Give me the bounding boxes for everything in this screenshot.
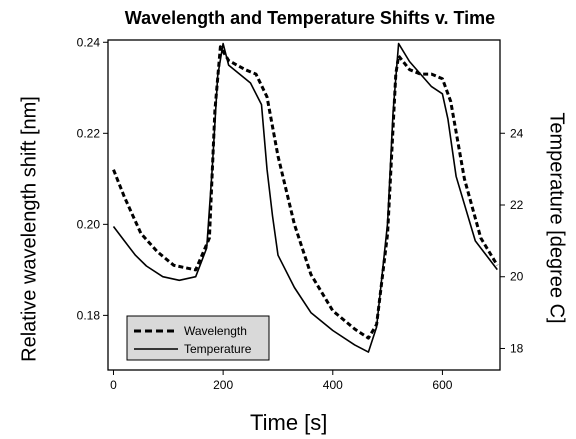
y2-tick-label: 18 (510, 341, 524, 355)
x-tick-label: 400 (323, 378, 343, 392)
x-axis-label: Time [s] (250, 410, 328, 435)
x-tick-label: 200 (213, 378, 233, 392)
series-line-wavelength (112, 45, 499, 340)
x-tick-label: 0 (110, 378, 117, 392)
y-tick-label: 0.22 (77, 126, 101, 140)
chart-title: Wavelength and Temperature Shifts v. Tim… (124, 8, 496, 28)
y2-axis-ticks: 18 20 22 24 (500, 126, 524, 355)
y2-tick-label: 22 (510, 198, 524, 212)
x-tick-label: 600 (432, 378, 452, 392)
x-axis-ticks: 0 200 400 600 (110, 370, 453, 392)
legend-box (126, 315, 270, 361)
y-tick-label: 0.24 (77, 35, 101, 49)
y-axis-ticks: 0.18 0.20 0.22 0.24 (77, 35, 108, 322)
legend: Wavelength Temperature (126, 315, 270, 361)
y-tick-label: 0.18 (77, 308, 101, 322)
y2-tick-label: 24 (510, 126, 524, 140)
legend-label-temperature: Temperature (184, 342, 252, 356)
legend-label-wavelength: Wavelength (184, 324, 247, 338)
series-line-temperature (112, 42, 498, 353)
series-layer (112, 42, 499, 353)
y2-tick-label: 20 (510, 270, 524, 284)
y-tick-label: 0.20 (77, 217, 101, 231)
